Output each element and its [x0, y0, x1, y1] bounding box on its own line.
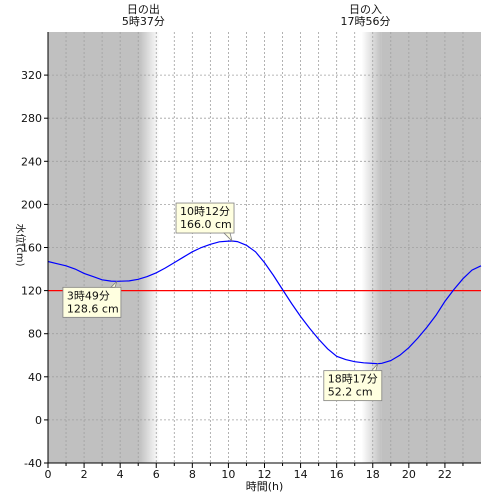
- annotation-value: 166.0 cm: [180, 218, 232, 231]
- x-tick-label: 14: [294, 468, 308, 481]
- x-tick-label: 2: [81, 468, 88, 481]
- annotation-box: [62, 286, 122, 318]
- grid: [48, 32, 481, 463]
- y-axis-label: 水位(cm): [14, 223, 27, 266]
- x-tick-label: 16: [330, 468, 344, 481]
- sunset-label: 日の入: [349, 3, 382, 16]
- sunrise-time: 5時37分: [122, 15, 165, 28]
- y-tick-label: 40: [28, 371, 42, 384]
- sunset-twilight: [361, 32, 382, 463]
- x-tick-label: 22: [438, 468, 452, 481]
- x-tick-label: 6: [153, 468, 160, 481]
- x-tick-label: 10: [221, 468, 235, 481]
- y-tick-label: 320: [21, 69, 42, 82]
- annotation-pointer: [223, 232, 233, 243]
- tide-line: [47, 240, 482, 365]
- y-tick-label: 120: [21, 285, 42, 298]
- annotation-time: 18時17分: [328, 373, 378, 386]
- y-tick-label: 280: [21, 112, 42, 125]
- y-tick-label: 160: [21, 242, 42, 255]
- annotation-box: [323, 370, 383, 402]
- x-tick-label: 0: [45, 468, 52, 481]
- annotation-value: 52.2 cm: [328, 386, 373, 399]
- annotation-pointer: [370, 363, 379, 372]
- x-tick-label: 12: [258, 468, 272, 481]
- annotation-value: 128.6 cm: [67, 302, 119, 315]
- sunrise-label: 日の出: [127, 2, 160, 16]
- y-tick-label: 80: [28, 328, 42, 341]
- x-axis-label: 時間(h): [246, 480, 284, 493]
- x-tick-label: 18: [366, 468, 380, 481]
- y-tick-label: 200: [21, 198, 42, 211]
- labels: 日の出 5時37分 日の入 17時56分 時間(h) 水位(cm): [14, 2, 390, 493]
- x-tick-label: 4: [117, 468, 124, 481]
- x-tick-label: 20: [402, 468, 416, 481]
- sunset-time: 17時56分: [340, 15, 390, 28]
- annotation-box: [175, 202, 235, 234]
- y-tick-label: 240: [21, 155, 42, 168]
- annotation-time: 3時49分: [67, 289, 110, 302]
- y-tick-label: 0: [35, 414, 42, 427]
- annotation-pointer: [109, 281, 118, 288]
- y-tick-label: -40: [24, 457, 42, 470]
- series-layer: [47, 240, 482, 365]
- x-tick-label: 8: [189, 468, 196, 481]
- annotation-time: 10時12分: [180, 205, 230, 218]
